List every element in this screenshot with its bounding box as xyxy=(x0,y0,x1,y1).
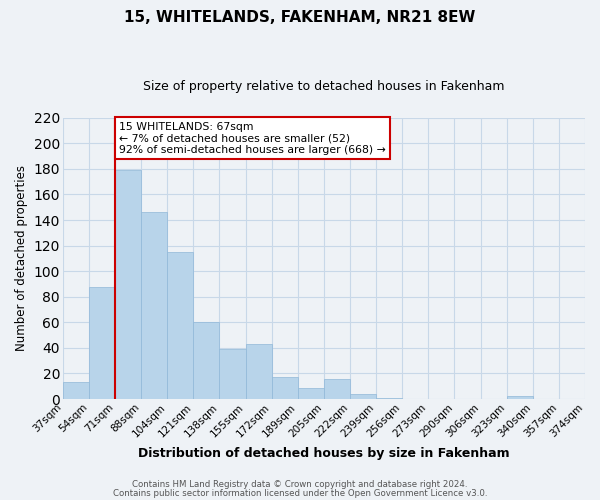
Bar xyxy=(193,322,220,399)
Y-axis label: Number of detached properties: Number of detached properties xyxy=(15,166,28,352)
Text: Contains public sector information licensed under the Open Government Licence v3: Contains public sector information licen… xyxy=(113,488,487,498)
Bar xyxy=(220,349,245,399)
Bar xyxy=(298,388,324,399)
Bar xyxy=(506,396,533,399)
X-axis label: Distribution of detached houses by size in Fakenham: Distribution of detached houses by size … xyxy=(138,447,510,460)
Bar xyxy=(350,394,376,399)
Title: Size of property relative to detached houses in Fakenham: Size of property relative to detached ho… xyxy=(143,80,505,93)
Bar xyxy=(167,252,193,399)
Bar xyxy=(141,212,167,399)
Bar xyxy=(89,286,115,399)
Text: 15 WHITELANDS: 67sqm
← 7% of detached houses are smaller (52)
92% of semi-detach: 15 WHITELANDS: 67sqm ← 7% of detached ho… xyxy=(119,122,386,155)
Text: Contains HM Land Registry data © Crown copyright and database right 2024.: Contains HM Land Registry data © Crown c… xyxy=(132,480,468,489)
Text: 15, WHITELANDS, FAKENHAM, NR21 8EW: 15, WHITELANDS, FAKENHAM, NR21 8EW xyxy=(124,10,476,25)
Bar xyxy=(376,398,402,399)
Bar xyxy=(115,170,141,399)
Bar xyxy=(272,378,298,399)
Bar xyxy=(63,382,89,399)
Bar xyxy=(245,344,272,399)
Bar xyxy=(324,378,350,399)
